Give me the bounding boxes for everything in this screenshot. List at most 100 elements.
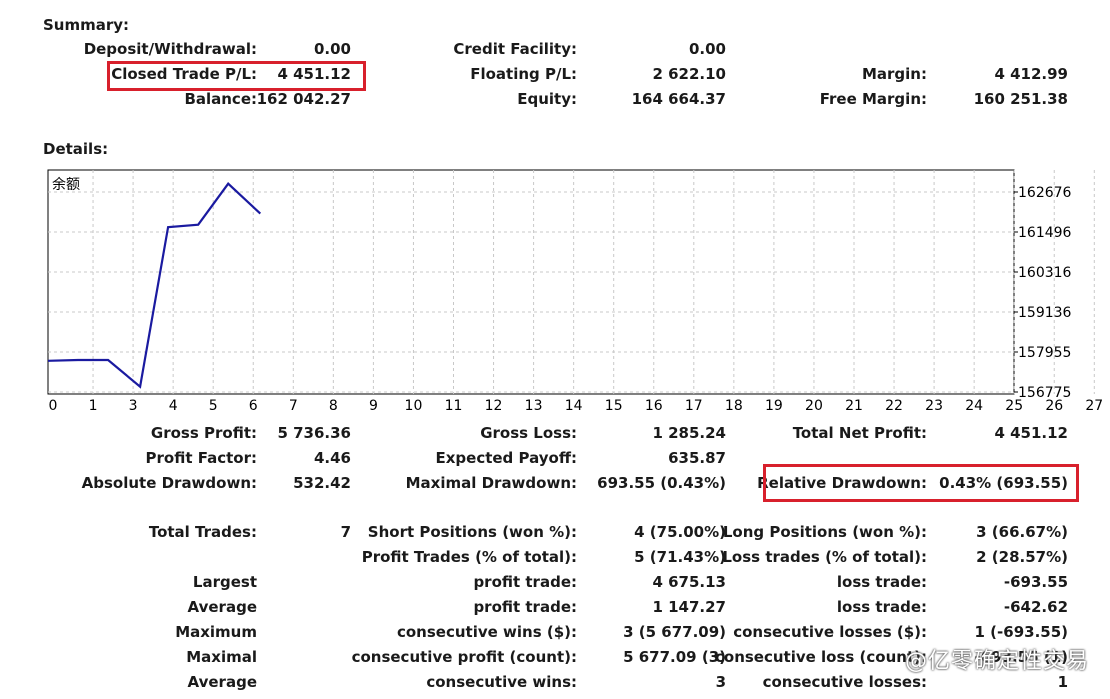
stat-label: consecutive loss (count): (715, 648, 927, 666)
y-tick-label: 160316 (1018, 265, 1072, 281)
stat-value: 0.00 (313, 40, 351, 58)
stat-label: Average (187, 598, 257, 616)
x-tick-label: 3 (129, 398, 138, 414)
stat-value: 160 251.38 (973, 90, 1068, 108)
x-tick-label: 8 (329, 398, 338, 414)
relative-drawdown-highlight-box (763, 464, 1079, 502)
stat-label: Largest (192, 573, 257, 591)
x-tick-label: 6 (249, 398, 258, 414)
details-heading: Details: (43, 140, 109, 158)
stat-label: Expected Payoff: (435, 449, 577, 467)
stat-label: Maximal Drawdown: (405, 474, 577, 492)
stat-value: 1 285.24 (652, 424, 726, 442)
x-tick-label: 1 (89, 398, 98, 414)
stat-value: 4 451.12 (277, 65, 351, 83)
stat-label: Margin: (861, 65, 927, 83)
x-tick-label: 14 (565, 398, 583, 414)
stat-value: 7 (340, 523, 351, 541)
stat-value: 4 451.12 (994, 424, 1068, 442)
stat-label: Credit Facility: (453, 40, 577, 58)
x-tick-label: 10 (405, 398, 423, 414)
stat-label: loss trade: (836, 573, 927, 591)
stat-value: 4 (75.00%) (634, 523, 726, 541)
stat-value: 532.42 (293, 474, 351, 492)
y-tick-label: 156775 (1018, 385, 1071, 401)
stat-label: Gross Profit: (150, 424, 257, 442)
stat-label: consecutive wins: (426, 673, 577, 691)
x-tick-label: 25 (1005, 398, 1023, 414)
closed-pl-highlight-box (107, 61, 366, 91)
stat-label: loss trade: (836, 598, 927, 616)
y-tick-label: 161496 (1018, 225, 1072, 241)
stat-value: -642.62 (1003, 598, 1068, 616)
stat-value: 693.55 (0.43%) (597, 474, 726, 492)
x-axis-ticks: 0 1 3 4 5 6 7 8 9 10 11 12 13 14 15 16 17 18 19 20 21 22 23 24 2… (49, 398, 1104, 414)
stat-label: Absolute Drawdown: (81, 474, 257, 492)
stat-value: 635.87 (668, 449, 726, 467)
stat-label: Floating P/L: (470, 65, 577, 83)
stat-value: 3 (66.67%) (976, 523, 1068, 541)
chart-plot-area (47, 169, 1015, 395)
x-tick-label: 12 (485, 398, 503, 414)
stat-value: 3 (715, 673, 726, 691)
stat-value: 1 (1057, 673, 1068, 691)
x-tick-label: 22 (885, 398, 903, 414)
stat-label: Equity: (517, 90, 577, 108)
stat-label: consecutive losses: (762, 673, 927, 691)
stat-label: Short Positions (won %): (367, 523, 577, 541)
x-tick-label: 5 (209, 398, 218, 414)
x-tick-label: 19 (765, 398, 783, 414)
x-tick-label: 11 (445, 398, 463, 414)
stat-value: 1 147.27 (652, 598, 726, 616)
x-tick-label: 26 (1045, 398, 1063, 414)
watermark: @亿零确定性交易 (905, 649, 1090, 674)
stat-label: Long Positions (won %): (722, 523, 927, 541)
stat-label: consecutive wins ($): (396, 623, 577, 641)
stat-label: Total Net Profit: (792, 424, 927, 442)
x-tick-label: 21 (845, 398, 863, 414)
x-tick-label: 13 (525, 398, 543, 414)
x-tick-label: 23 (925, 398, 943, 414)
stat-value: 5 (71.43%) (634, 548, 726, 566)
stat-value: 164 664.37 (631, 90, 726, 108)
x-tick-label: 24 (965, 398, 983, 414)
stat-value: 2 622.10 (652, 65, 726, 83)
stat-value: 4 412.99 (994, 65, 1068, 83)
x-tick-label: 17 (685, 398, 703, 414)
y-tick-label: 162676 (1018, 185, 1072, 201)
stat-value: 4.46 (313, 449, 351, 467)
x-tick-label: 20 (805, 398, 823, 414)
stat-value: -693.55 (1) (974, 648, 1068, 666)
stat-label: Relative Drawdown: (757, 474, 927, 492)
stat-label: Total Trades: (148, 523, 257, 541)
stat-value: 2 (28.57%) (976, 548, 1068, 566)
stat-label: Maximum (175, 623, 257, 641)
stat-label: Gross Loss: (480, 424, 577, 442)
stat-label: profit trade: (473, 598, 577, 616)
chart-title: 余额 (52, 176, 80, 193)
stat-value: 3 (5 677.09) (623, 623, 726, 641)
stat-label: consecutive losses ($): (733, 623, 927, 641)
stat-label: Balance: (184, 90, 257, 108)
stat-label: Average (187, 673, 257, 691)
stat-label: consecutive profit (count): (351, 648, 577, 666)
stat-value: 1 (-693.55) (974, 623, 1068, 641)
y-axis-ticks: 162676 161496 160316 159136 157955 156775 (1018, 185, 1072, 401)
stat-value: 5 736.36 (277, 424, 351, 442)
stat-label: Loss trades (% of total): (722, 548, 927, 566)
stat-value: -693.55 (1003, 573, 1068, 591)
stat-value: 162 042.27 (256, 90, 351, 108)
stat-label: Deposit/Withdrawal: (83, 40, 257, 58)
stat-label: profit trade: (473, 573, 577, 591)
balance-line (47, 182, 262, 389)
stat-value: 0.43% (693.55) (939, 474, 1068, 492)
summary-heading: Summary: (43, 16, 130, 34)
y-tick-label: 157955 (1018, 345, 1071, 361)
x-tick-label: 0 (49, 398, 58, 414)
chart-grid (48, 170, 1095, 394)
x-tick-label: 27 (1085, 398, 1103, 414)
stat-label: Profit Trades (% of total): (361, 548, 577, 566)
x-tick-label: 4 (169, 398, 178, 414)
stat-value: 0.00 (688, 40, 726, 58)
stat-value: 5 677.09 (3) (623, 648, 726, 666)
